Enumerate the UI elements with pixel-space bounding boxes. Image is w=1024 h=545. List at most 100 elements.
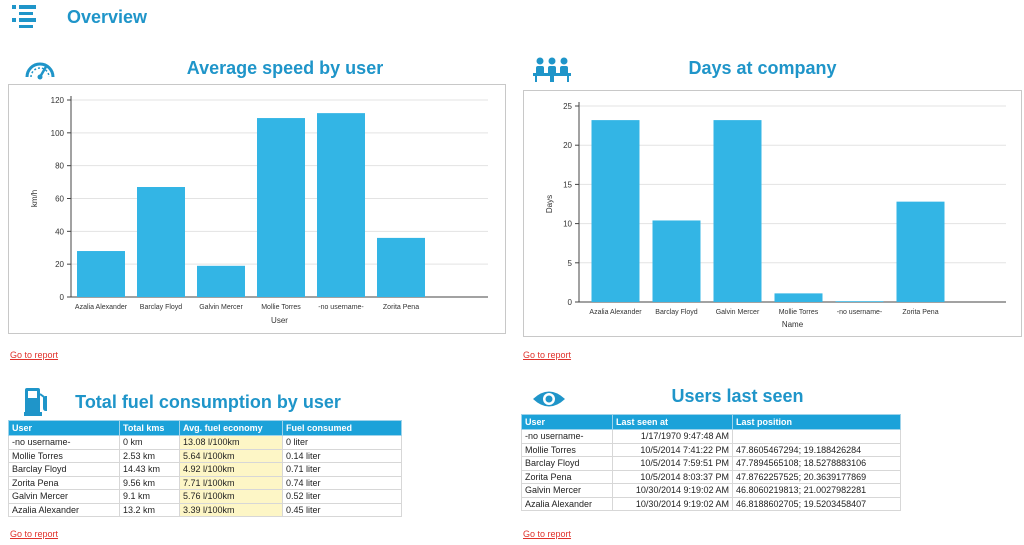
cell-user: Barclay Floyd <box>8 462 120 477</box>
x-tick-label: -no username- <box>318 304 364 311</box>
cell-fuel-consumed: 0 liter <box>282 435 402 450</box>
days-chart-title: Days at company <box>688 58 837 78</box>
cell-total-kms: 2.53 km <box>119 448 180 463</box>
column-header-last-seen-at[interactable]: Last seen at <box>612 414 733 430</box>
cell-last-position: 47.7894565108; 18.5278883106 <box>732 456 901 471</box>
eye-icon <box>532 388 566 410</box>
days-report-link[interactable]: Go to report <box>523 350 572 360</box>
speed-chart-panel: 0 20 40 60 80 100 120 Azalia Alexander Barclay F… <box>8 84 506 334</box>
cell-last-position: 47.8762257525; 20.3639177869 <box>732 469 901 484</box>
speed-chart-title: Average speed by user <box>186 58 384 78</box>
cell-last-seen-at: 10/5/2014 8:03:37 PM <box>612 469 733 484</box>
cell-user: Galvin Mercer <box>8 489 120 504</box>
x-tick-label: Mollie Torres <box>261 304 301 311</box>
speedometer-icon <box>24 56 56 80</box>
y-tick-label: 0 <box>568 298 573 307</box>
bar <box>713 120 762 302</box>
column-header-user[interactable]: User <box>521 414 613 430</box>
bar <box>317 113 365 297</box>
last-seen-report-link[interactable]: Go to report <box>523 529 572 539</box>
bar <box>774 293 823 302</box>
cell-fuel-consumed: 0.74 liter <box>282 475 402 490</box>
table-row: Zorita Pena 9.56 km 7.71 l/100km 0.74 li… <box>8 475 402 490</box>
column-header-fuel-consumed[interactable]: Fuel consumed <box>282 420 402 436</box>
bar <box>77 251 125 297</box>
cell-user: -no username- <box>521 429 613 444</box>
bar <box>835 301 884 302</box>
y-tick-label: 20 <box>55 260 64 269</box>
cell-user: Zorita Pena <box>8 475 120 490</box>
y-axis-label: Days <box>545 195 554 213</box>
cell-fuel-consumed: 0.45 liter <box>282 502 402 517</box>
y-tick-label: 60 <box>55 195 64 204</box>
bar <box>591 120 640 302</box>
table-row: Galvin Mercer 10/30/2014 9:19:02 AM 46.8… <box>521 483 901 498</box>
x-tick-label: Galvin Mercer <box>199 304 243 311</box>
cell-user: Mollie Torres <box>521 442 613 457</box>
table-row: Mollie Torres 10/5/2014 7:41:22 PM 47.86… <box>521 442 901 457</box>
y-tick-label: 100 <box>51 129 65 138</box>
cell-avg-fuel-economy: 7.71 l/100km <box>179 475 283 490</box>
y-tick-label: 120 <box>51 96 65 105</box>
x-tick-label: Azalia Alexander <box>589 309 642 316</box>
cell-fuel-consumed: 0.14 liter <box>282 448 402 463</box>
cell-last-position: 46.8060219813; 21.0027982281 <box>732 483 901 498</box>
table-row: Zorita Pena 10/5/2014 8:03:37 PM 47.8762… <box>521 469 901 484</box>
bar <box>652 220 701 302</box>
column-header-user[interactable]: User <box>8 420 120 436</box>
fuel-report-link[interactable]: Go to report <box>10 529 59 539</box>
cell-total-kms: 13.2 km <box>119 502 180 517</box>
column-header-avg-fuel-economy[interactable]: Avg. fuel economy <box>179 420 283 436</box>
users-last-seen-table: User Last seen at Last position -no user… <box>521 414 901 511</box>
cell-last-position: 46.8188602705; 19.5203458407 <box>732 496 901 511</box>
x-axis-label: Name <box>782 320 804 329</box>
y-tick-label: 40 <box>55 227 64 236</box>
cell-fuel-consumed: 0.52 liter <box>282 489 402 504</box>
cell-total-kms: 9.1 km <box>119 489 180 504</box>
table-row: Barclay Floyd 14.43 km 4.92 l/100km 0.71… <box>8 462 402 477</box>
x-tick-label: Mollie Torres <box>779 309 819 316</box>
fuel-consumption-table: User Total kms Avg. fuel economy Fuel co… <box>8 420 402 517</box>
bar <box>137 187 185 297</box>
cell-total-kms: 9.56 km <box>119 475 180 490</box>
x-tick-label: Barclay Floyd <box>655 309 698 316</box>
cell-total-kms: 14.43 km <box>119 462 180 477</box>
table-header-row: User Last seen at Last position <box>521 414 901 430</box>
table-row: -no username- 0 km 13.08 l/100km 0 liter <box>8 435 402 450</box>
cell-last-seen-at: 10/30/2014 9:19:02 AM <box>612 496 733 511</box>
cell-last-position: 47.8605467294; 19.188426284 <box>732 442 901 457</box>
team-meeting-icon <box>533 56 571 82</box>
cell-avg-fuel-economy: 5.64 l/100km <box>179 448 283 463</box>
cell-last-position <box>732 429 901 444</box>
speed-report-link[interactable]: Go to report <box>10 350 59 360</box>
cell-avg-fuel-economy: 4.92 l/100km <box>179 462 283 477</box>
x-tick-label: Galvin Mercer <box>716 309 760 316</box>
y-tick-label: 0 <box>60 293 65 302</box>
speed-bar-chart: 0 20 40 60 80 100 120 Azalia Alexander Barclay F… <box>30 96 488 325</box>
overview-icon <box>12 4 36 30</box>
cell-last-seen-at: 1/17/1970 9:47:48 AM <box>612 429 733 444</box>
y-tick-label: 10 <box>563 220 572 229</box>
cell-avg-fuel-economy: 5.76 l/100km <box>179 489 283 504</box>
cell-fuel-consumed: 0.71 liter <box>282 462 402 477</box>
y-tick-label: 20 <box>563 141 572 150</box>
bar <box>197 265 245 297</box>
page-title: Overview <box>67 7 148 27</box>
last-seen-table-title: Users last seen <box>671 386 804 406</box>
cell-avg-fuel-economy: 13.08 l/100km <box>179 435 283 450</box>
cell-user: Barclay Floyd <box>521 456 613 471</box>
y-tick-label: 5 <box>568 259 573 268</box>
table-row: Galvin Mercer 9.1 km 5.76 l/100km 0.52 l… <box>8 489 402 504</box>
fuel-pump-icon <box>24 386 48 416</box>
column-header-last-position[interactable]: Last position <box>732 414 901 430</box>
cell-user: -no username- <box>8 435 120 450</box>
y-axis-label: km/h <box>30 190 39 207</box>
y-tick-label: 25 <box>563 102 572 111</box>
x-tick-label: -no username- <box>837 309 883 316</box>
table-row: Azalia Alexander 13.2 km 3.39 l/100km 0.… <box>8 502 402 517</box>
cell-user: Azalia Alexander <box>521 496 613 511</box>
cell-avg-fuel-economy: 3.39 l/100km <box>179 502 283 517</box>
column-header-total-kms[interactable]: Total kms <box>119 420 180 436</box>
table-row: Azalia Alexander 10/30/2014 9:19:02 AM 4… <box>521 496 901 511</box>
table-header-row: User Total kms Avg. fuel economy Fuel co… <box>8 420 402 436</box>
